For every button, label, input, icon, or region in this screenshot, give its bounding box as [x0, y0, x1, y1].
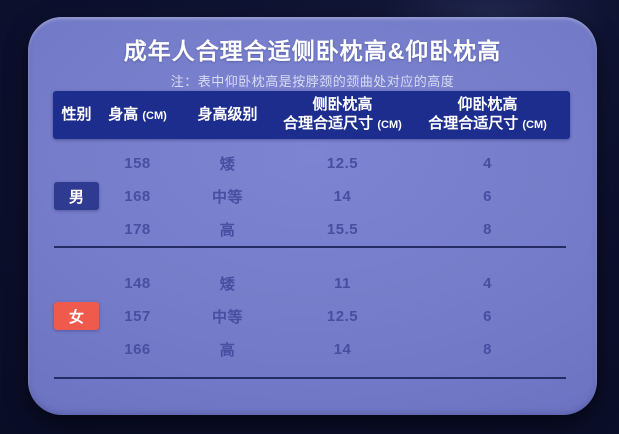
cell-height: 178: [124, 221, 151, 238]
header-height-level-label: 身高级别: [197, 105, 258, 123]
header-side-pillow-line1: 侧卧枕高: [312, 96, 373, 114]
header-back-pillow-line1: 仰卧枕高: [457, 96, 518, 114]
cell-back-pillow: 6: [483, 188, 492, 205]
table-header-row: 性别 身高 (CM) 身高级别 侧卧枕高 合理合适尺寸 (CM) 仰卧枕高 合理…: [53, 91, 570, 139]
header-back-pillow-line2: 合理合适尺寸 (CM): [405, 115, 570, 134]
table-row: 157 中等 12.5 6: [53, 300, 570, 333]
card-note: 注：表中仰卧枕高是按脖颈的颈曲处对应的高度: [170, 74, 455, 89]
cell-height-level: 中等: [211, 309, 243, 326]
table-row: 148 矮 11 4: [53, 267, 570, 300]
header-side-pillow-line2: 合理合适尺寸 (CM): [280, 115, 405, 134]
cell-side-pillow: 14: [333, 341, 352, 358]
table-section-male: 男 158 矮 12.5 4 168 中等 14 6 178 高 15.5 8: [53, 139, 570, 246]
cell-height-level: 高: [219, 222, 236, 239]
cell-side-pillow: 15.5: [326, 221, 359, 238]
cell-side-pillow: 12.5: [326, 308, 359, 325]
cell-back-pillow: 4: [483, 275, 492, 292]
header-height-unit: (CM): [142, 109, 167, 122]
table-row: 178 高 15.5 8: [53, 213, 570, 246]
section-divider: [54, 377, 566, 379]
cell-side-pillow: 12.5: [326, 155, 359, 172]
header-height-label: 身高: [108, 105, 139, 123]
cell-height-level: 中等: [211, 189, 243, 206]
header-height: 身高 (CM): [100, 106, 175, 125]
header-back-pillow: 仰卧枕高 合理合适尺寸 (CM): [405, 96, 570, 134]
cell-height: 148: [124, 275, 151, 292]
cell-height: 168: [124, 188, 151, 205]
header-gender: 性别: [53, 106, 100, 125]
cell-back-pillow: 8: [483, 341, 492, 358]
gender-badge-female: 女: [54, 302, 99, 330]
header-side-pillow-line2-label: 合理合适尺寸: [283, 115, 374, 132]
cell-back-pillow: 8: [483, 221, 492, 238]
header-back-pillow-unit: (CM): [522, 119, 547, 131]
table-row: 166 高 14 8: [53, 333, 570, 366]
gender-badge-male: 男: [54, 182, 99, 210]
table-section-female: 女 148 矮 11 4 157 中等 12.5 6 166 高 14 8: [53, 248, 570, 366]
cell-side-pillow: 14: [333, 188, 352, 205]
cell-back-pillow: 6: [483, 308, 492, 325]
cell-back-pillow: 4: [483, 155, 492, 172]
table-row: 158 矮 12.5 4: [53, 147, 570, 180]
cell-height: 157: [124, 308, 151, 325]
cell-side-pillow: 11: [334, 275, 351, 292]
pillow-height-table: 性别 身高 (CM) 身高级别 侧卧枕高 合理合适尺寸 (CM) 仰卧枕高 合理…: [53, 91, 570, 379]
cell-height: 166: [124, 341, 151, 358]
cell-height-level: 矮: [219, 276, 236, 293]
header-gender-label: 性别: [61, 105, 92, 123]
section-divider: [54, 246, 566, 248]
cell-height: 158: [124, 155, 151, 172]
header-height-level: 身高级别: [175, 106, 280, 125]
header-side-pillow-unit: (CM): [377, 119, 402, 131]
pillow-height-card: 成年人合理合适侧卧枕高&仰卧枕高 注：表中仰卧枕高是按脖颈的颈曲处对应的高度 性…: [28, 17, 597, 415]
table-row: 168 中等 14 6: [53, 180, 570, 213]
cell-height-level: 高: [219, 342, 236, 359]
header-side-pillow: 侧卧枕高 合理合适尺寸 (CM): [280, 96, 405, 134]
card-title: 成年人合理合适侧卧枕高&仰卧枕高: [123, 38, 502, 64]
cell-height-level: 矮: [219, 156, 236, 173]
header-back-pillow-line2-label: 合理合适尺寸: [428, 115, 519, 132]
